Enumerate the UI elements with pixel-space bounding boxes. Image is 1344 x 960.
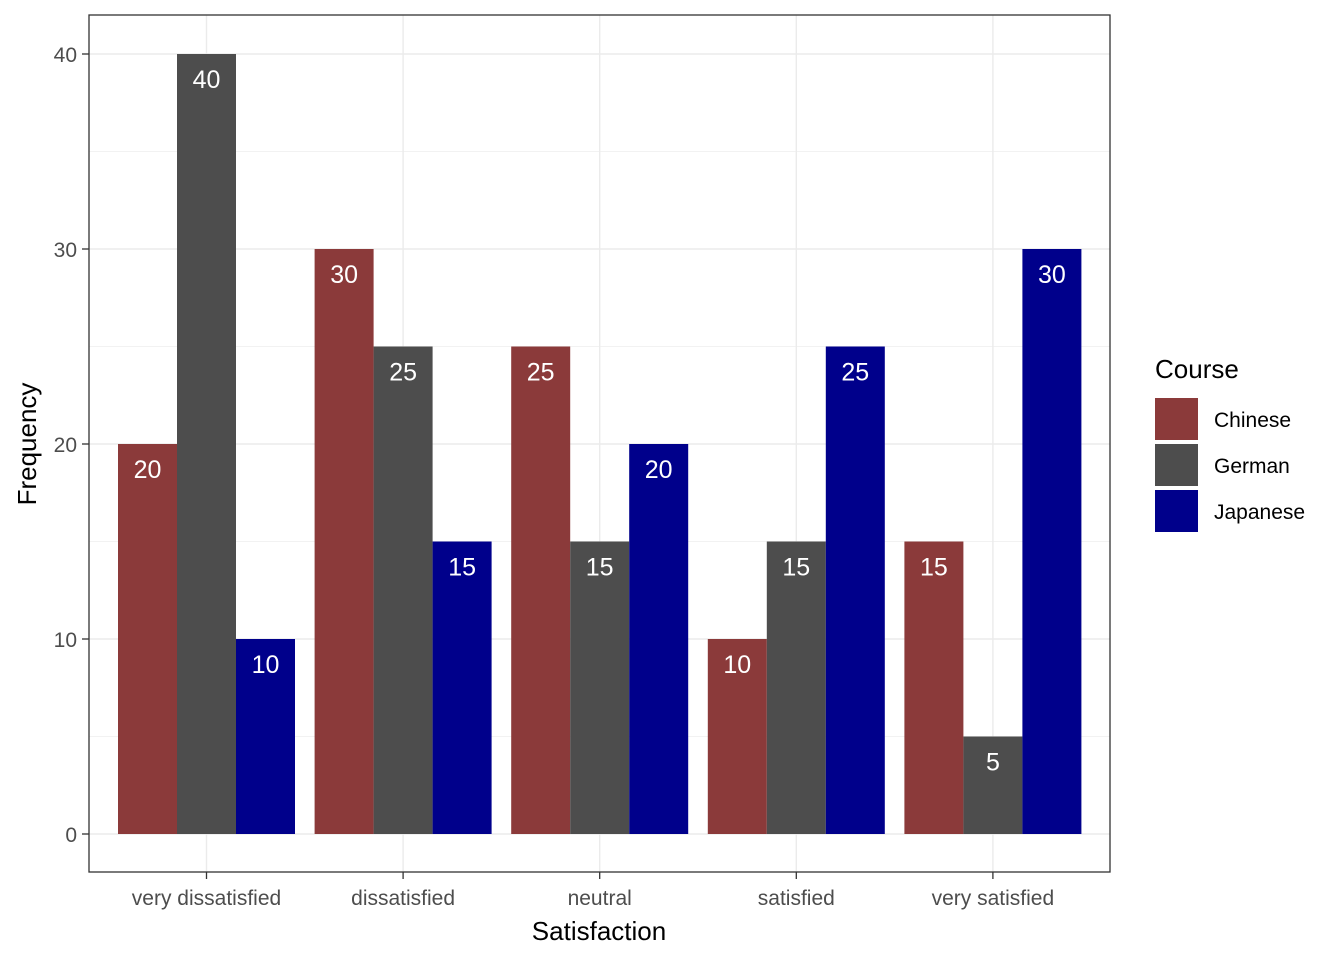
- bar-chinese: [511, 346, 571, 834]
- y-tick-label: 10: [54, 629, 77, 652]
- legend-key-chinese: [1155, 398, 1198, 440]
- bar-value-label: 30: [1038, 261, 1066, 289]
- bar-value-label: 10: [252, 651, 280, 679]
- bar-german: [963, 736, 1023, 834]
- y-tick-label: 20: [54, 434, 77, 457]
- y-tick-label: 40: [54, 44, 77, 67]
- bar-value-label: 15: [920, 554, 948, 582]
- bar-chinese: [904, 541, 964, 834]
- bar-german: [177, 54, 236, 834]
- bar-japanese: [825, 346, 885, 834]
- x-tick-label: satisfied: [758, 887, 835, 910]
- legend-key-german: [1155, 444, 1198, 486]
- bar-labels-group: 20 40 10 30 25 15 25 15 20 10 15 25 15 5 30: [134, 66, 1066, 777]
- x-axis: very dissatisfied dissatisfied neutral sati…: [132, 872, 1054, 910]
- x-tick-label: neutral: [568, 887, 632, 910]
- x-tick-label: dissatisfied: [351, 887, 455, 910]
- bar-value-label: 15: [782, 554, 810, 582]
- bar-value-label: 30: [330, 261, 358, 289]
- bar-german: [766, 541, 826, 834]
- x-axis-title: Satisfaction: [532, 916, 666, 946]
- bar-value-label: 15: [586, 554, 614, 582]
- bar-chinese: [118, 444, 177, 834]
- bar-value-label: 5: [986, 749, 1000, 777]
- x-tick-label: very dissatisfied: [132, 887, 281, 910]
- bar-japanese: [1022, 249, 1082, 834]
- bar-value-label: 20: [645, 456, 673, 484]
- bar-value-label: 25: [389, 359, 417, 387]
- legend-label: Japanese: [1214, 501, 1305, 524]
- legend-label: German: [1214, 455, 1290, 478]
- bar-value-label: 20: [134, 456, 162, 484]
- bar-value-label: 40: [193, 66, 221, 94]
- bar-value-label: 10: [723, 651, 751, 679]
- bar-chinese: [707, 639, 767, 834]
- bar-japanese: [432, 541, 492, 834]
- legend-key-japanese: [1155, 490, 1198, 532]
- bars-group: [118, 54, 1082, 834]
- bar-japanese: [236, 639, 295, 834]
- y-axis: 0 10 20 30 40: [54, 44, 89, 847]
- bar-japanese: [629, 444, 689, 834]
- legend-label: Chinese: [1214, 409, 1291, 432]
- legend-title: Course: [1155, 354, 1239, 384]
- legend: Course Chinese German Japanese: [1155, 354, 1305, 532]
- bar-value-label: 15: [448, 554, 476, 582]
- y-axis-title: Frequency: [12, 383, 42, 506]
- x-tick-label: very satisfied: [932, 887, 1055, 910]
- bar-german: [373, 346, 433, 834]
- bar-chinese: [314, 249, 374, 834]
- bar-value-label: 25: [841, 359, 869, 387]
- bar-german: [570, 541, 630, 834]
- bar-value-label: 25: [527, 359, 555, 387]
- y-tick-label: 30: [54, 239, 77, 262]
- y-tick-label: 0: [65, 824, 77, 847]
